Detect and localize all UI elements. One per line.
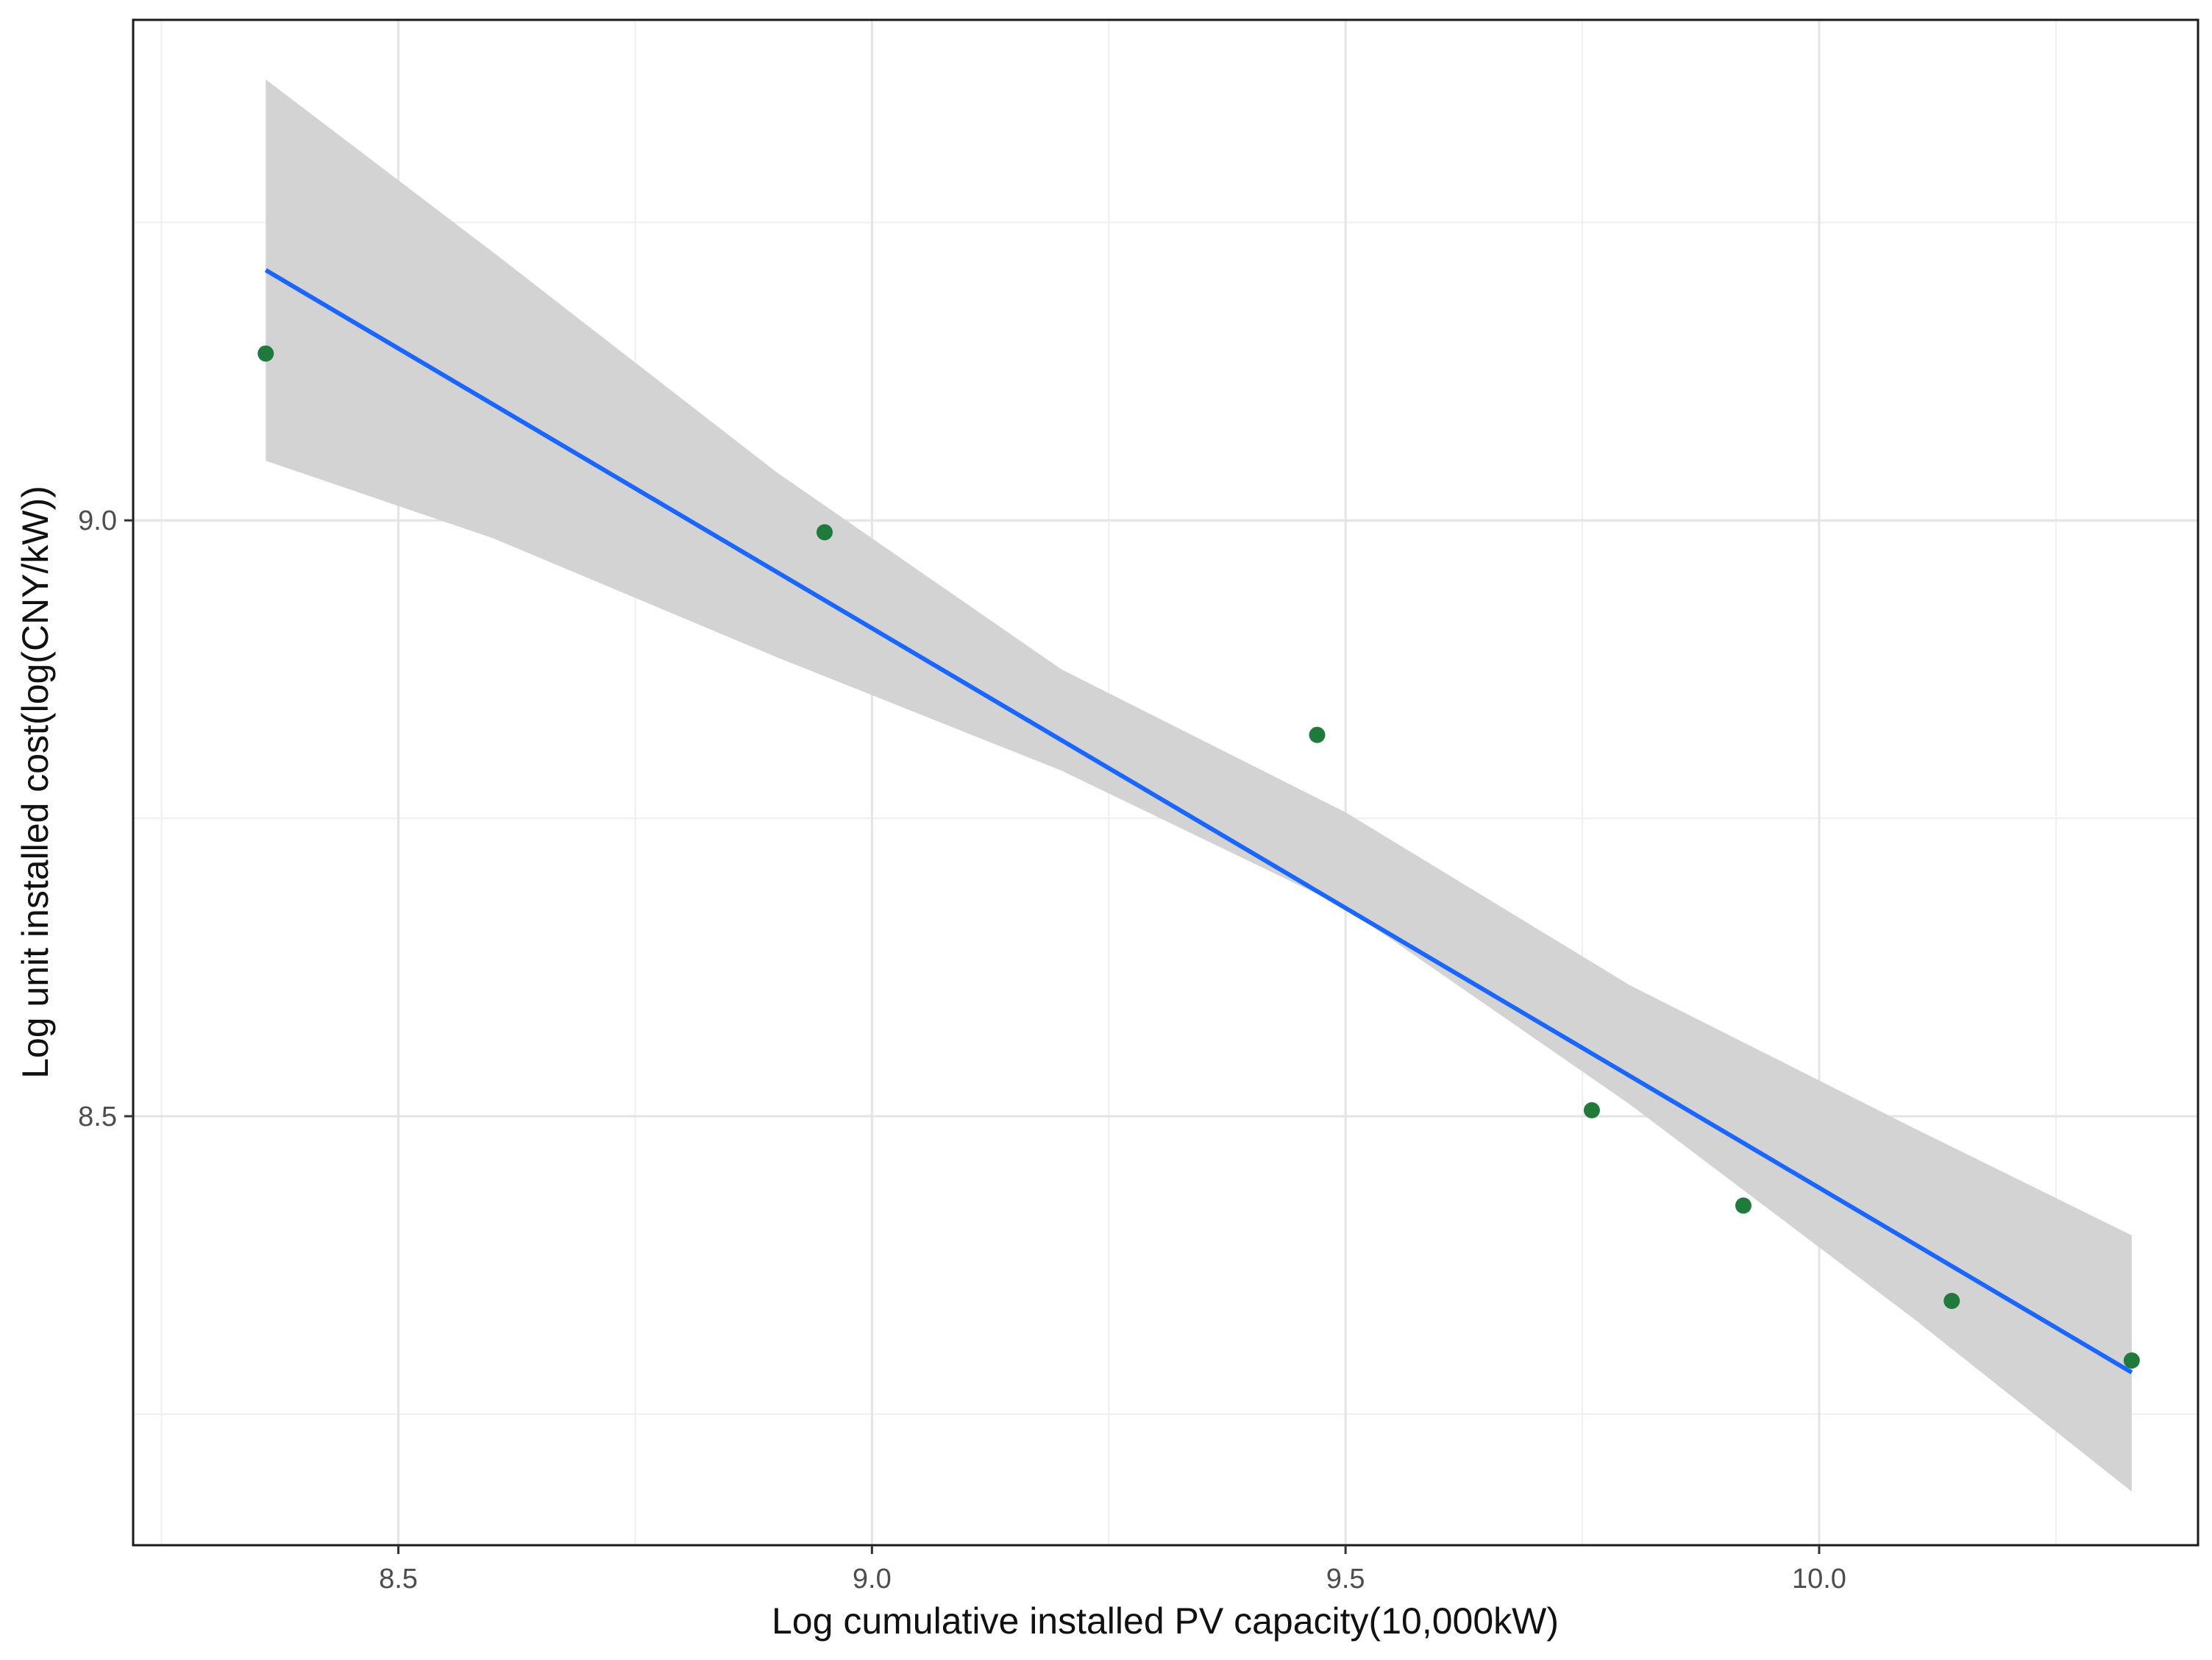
data-point: [1309, 726, 1326, 743]
x-tick-label: 9.5: [1326, 1564, 1365, 1595]
data-point: [1943, 1292, 1960, 1309]
data-point: [1583, 1102, 1600, 1118]
y-axis-ticks: 8.5 9.0: [78, 506, 133, 1132]
x-tick-label: 9.0: [853, 1564, 892, 1595]
y-tick-label: 8.5: [78, 1102, 117, 1132]
data-points: [257, 345, 2140, 1369]
data-point: [816, 524, 833, 541]
data-point: [2123, 1352, 2140, 1369]
y-axis-label: Log unit installed cost(log(CNY/kW)): [15, 486, 56, 1079]
regression-line: [264, 268, 2133, 1375]
data-point: [257, 345, 274, 362]
x-axis-ticks: 8.5 9.0 9.5 10.0: [379, 1545, 1846, 1595]
plot-panel-border: [132, 18, 2199, 1547]
x-tick-label: 8.5: [379, 1564, 418, 1595]
x-tick-label: 10.0: [1792, 1564, 1846, 1595]
x-axis-label: Log cumulative installed PV capacity(10,…: [772, 1600, 1559, 1642]
y-tick-label: 9.0: [78, 506, 117, 536]
data-point: [1735, 1197, 1752, 1214]
confidence-band: [266, 79, 2132, 1492]
